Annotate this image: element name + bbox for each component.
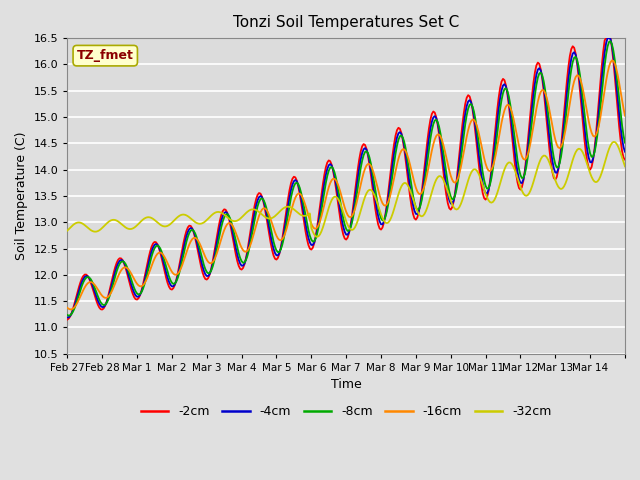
X-axis label: Time: Time (331, 378, 362, 391)
Text: TZ_fmet: TZ_fmet (77, 49, 134, 62)
Title: Tonzi Soil Temperatures Set C: Tonzi Soil Temperatures Set C (233, 15, 460, 30)
Y-axis label: Soil Temperature (C): Soil Temperature (C) (15, 132, 28, 260)
Legend: -2cm, -4cm, -8cm, -16cm, -32cm: -2cm, -4cm, -8cm, -16cm, -32cm (136, 400, 557, 423)
